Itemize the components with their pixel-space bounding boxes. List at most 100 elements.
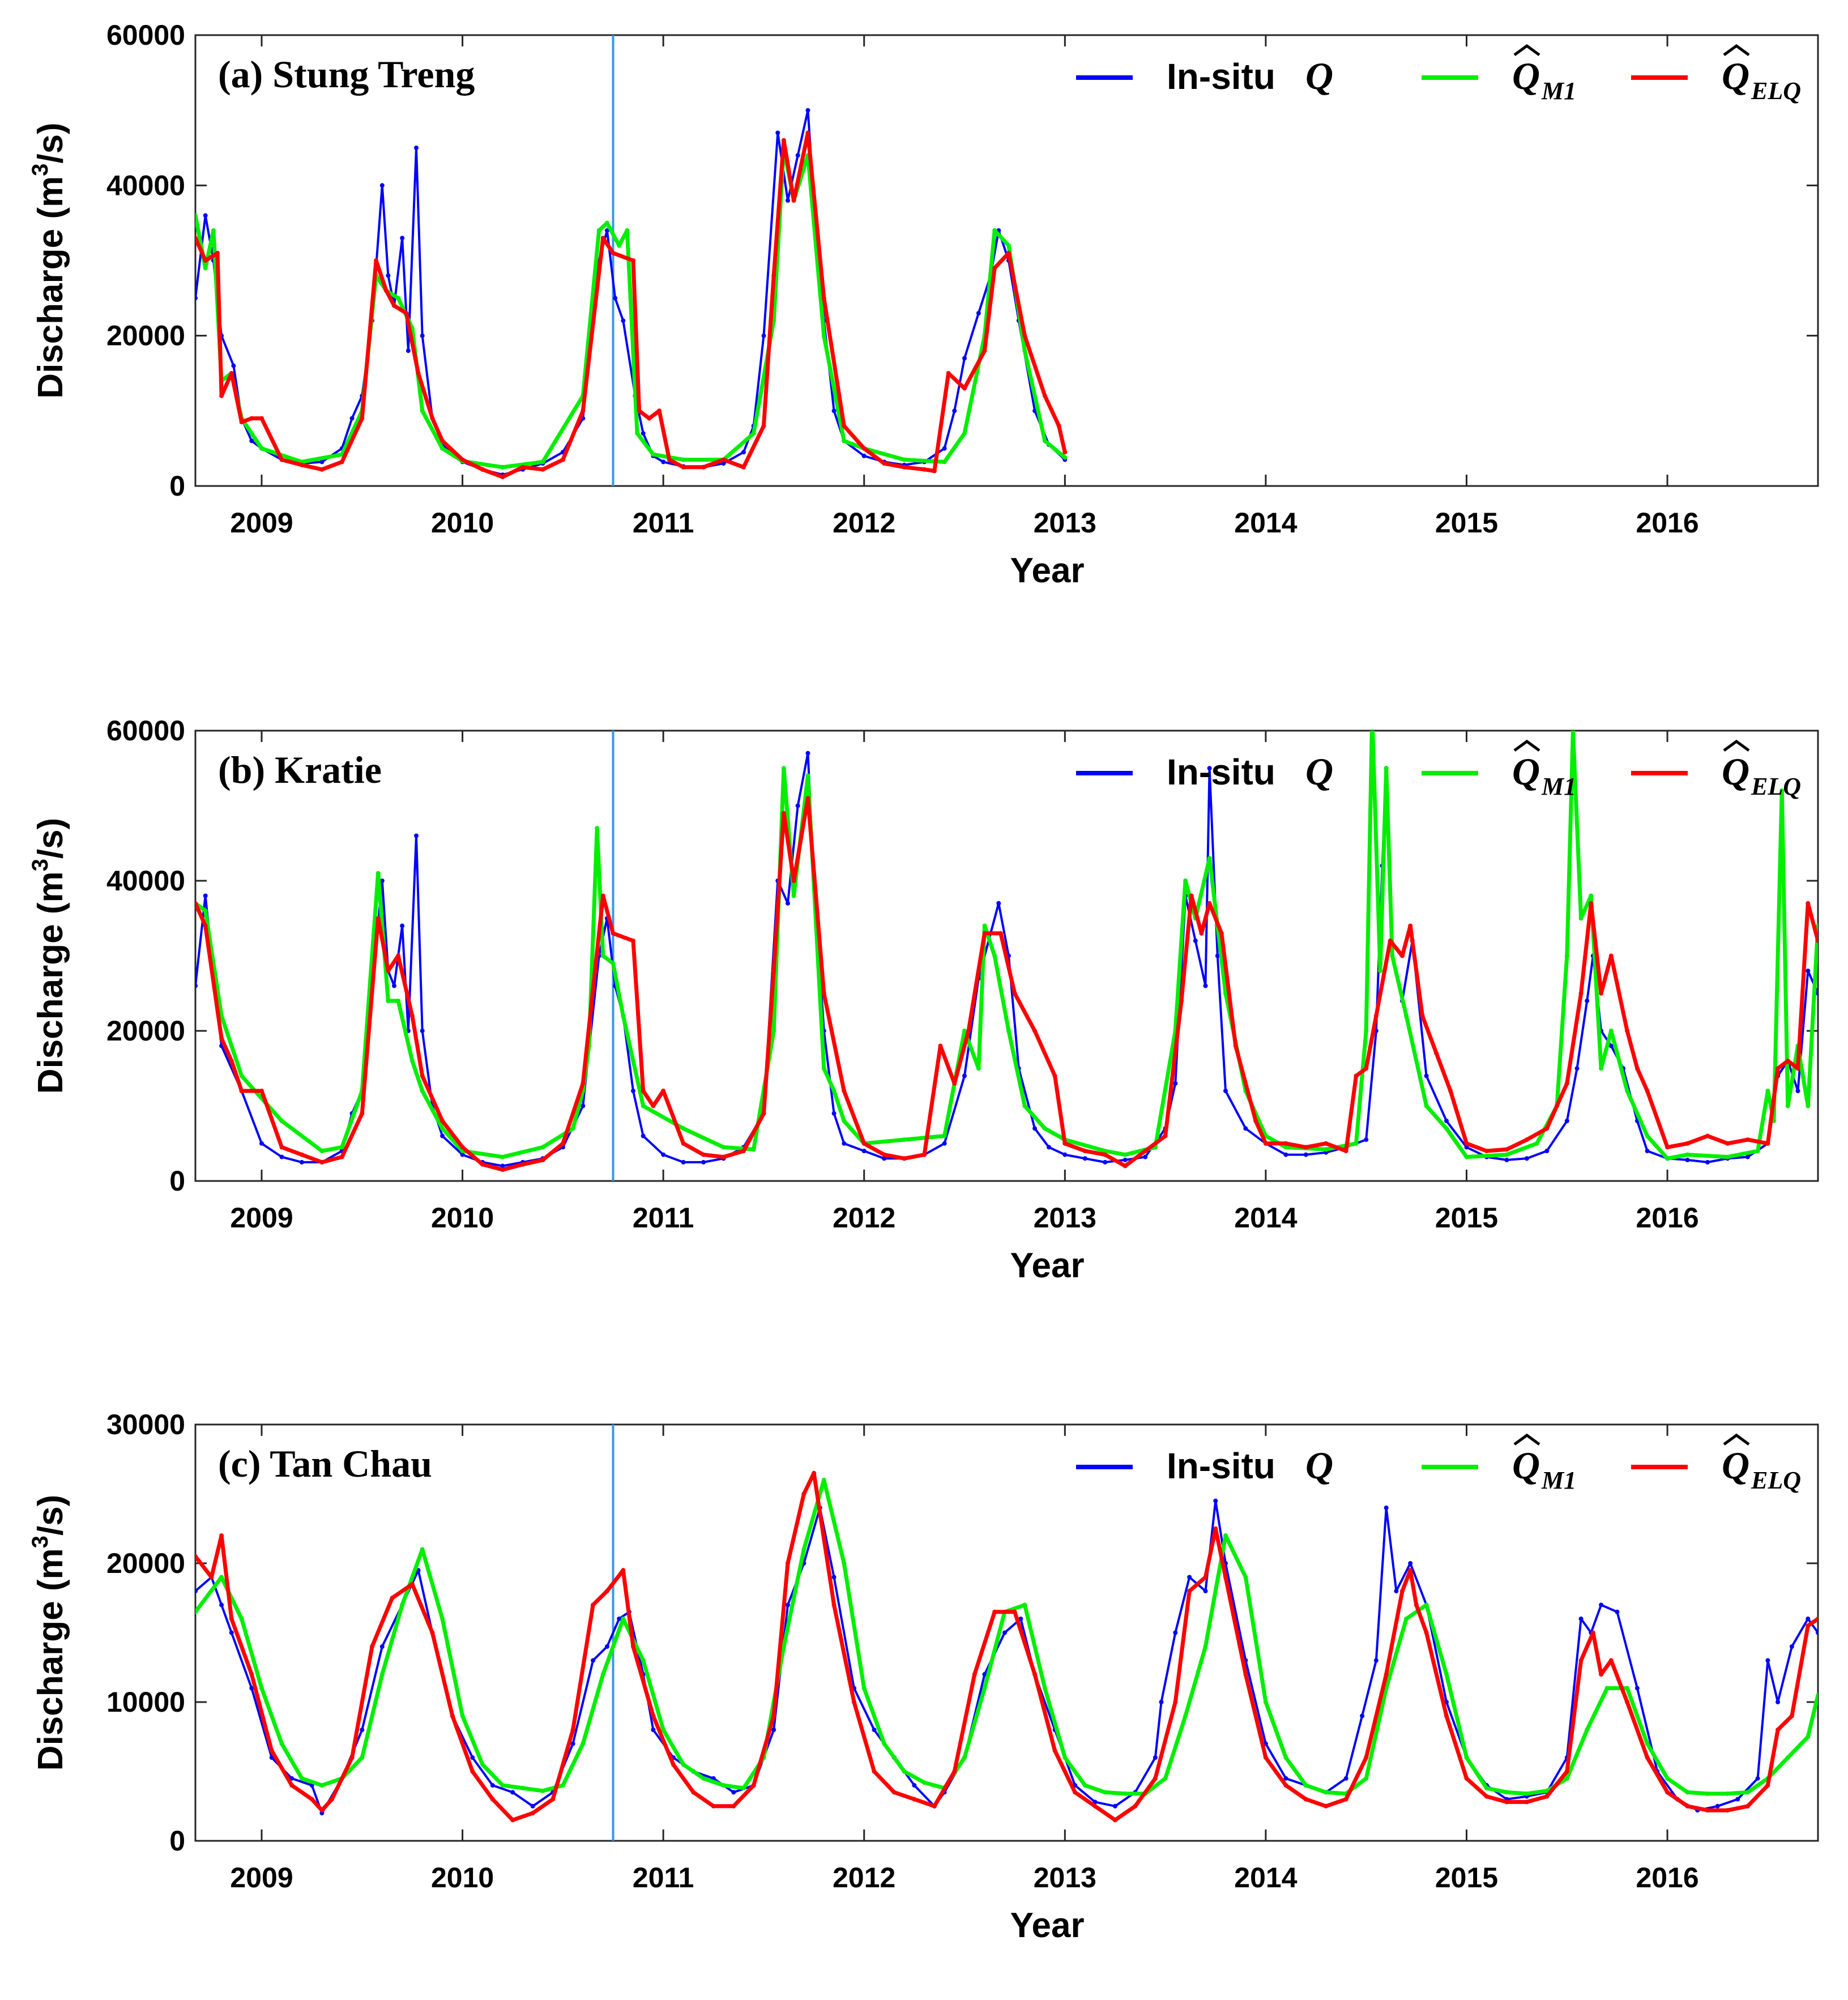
data-point-elq	[1364, 1755, 1369, 1760]
data-point-elq	[1103, 1152, 1108, 1157]
data-point-insitu	[962, 356, 967, 361]
data-point-elq	[420, 1073, 425, 1078]
y-tick-label: 20000	[106, 320, 185, 352]
data-point-insitu	[621, 318, 626, 323]
data-point-elq	[741, 464, 746, 470]
data-point-m1	[1207, 856, 1212, 861]
legend-symbol: Q	[1305, 1444, 1333, 1487]
data-point-m1	[1785, 1755, 1790, 1760]
y-tick-label: 30000	[106, 1409, 185, 1440]
data-point-insitu	[1424, 1073, 1429, 1078]
data-point-insitu	[761, 333, 766, 338]
data-point-elq	[209, 1575, 214, 1580]
data-point-elq	[1484, 1149, 1489, 1153]
data-point-m1	[420, 408, 425, 413]
x-tick-label: 2011	[633, 1862, 694, 1894]
data-point-elq	[1464, 1141, 1469, 1146]
data-point-elq	[540, 467, 545, 472]
data-point-insitu	[1153, 1755, 1158, 1760]
data-point-m1	[842, 1561, 847, 1566]
x-axis-title: Year	[1010, 1906, 1085, 1945]
data-point-insitu	[1578, 1617, 1584, 1621]
data-point-insitu	[1608, 1043, 1614, 1048]
data-point-m1	[1324, 1147, 1329, 1152]
data-point-m1	[861, 1686, 867, 1691]
legend-subscript: M1	[1541, 77, 1576, 105]
legend-subscript: ELQ	[1751, 773, 1801, 800]
data-point-m1	[1725, 1154, 1730, 1159]
data-point-elq	[821, 296, 826, 301]
data-point-m1	[1022, 1602, 1027, 1607]
data-point-elq	[1484, 1794, 1489, 1799]
data-point-elq	[383, 288, 389, 293]
data-point-elq	[1665, 1145, 1670, 1150]
data-point-elq	[786, 1561, 790, 1566]
data-point-elq	[1806, 1623, 1811, 1628]
data-point-insitu	[1018, 1617, 1023, 1621]
data-point-elq	[667, 457, 672, 462]
data-point-elq	[1589, 901, 1594, 906]
data-point-m1	[1589, 893, 1594, 898]
data-point-insitu	[741, 450, 746, 455]
data-point-m1	[651, 452, 656, 457]
data-point-m1	[1570, 731, 1576, 733]
data-point-elq	[540, 1157, 545, 1162]
data-point-insitu	[982, 1672, 987, 1677]
data-point-elq	[1032, 1029, 1038, 1033]
data-point-m1	[831, 1089, 836, 1093]
data-point-m1	[681, 1762, 686, 1767]
data-point-elq	[1645, 1755, 1650, 1760]
data-point-elq	[1006, 250, 1011, 255]
data-point-insitu	[1203, 1589, 1208, 1593]
data-point-m1	[440, 1617, 445, 1621]
data-point-insitu	[861, 1149, 867, 1153]
data-point-elq	[330, 1797, 335, 1802]
data-point-elq	[1434, 1051, 1439, 1056]
data-point-elq	[470, 1769, 475, 1774]
data-point-insitu	[1082, 1156, 1087, 1161]
data-point-insitu	[195, 983, 198, 988]
data-point-elq	[1343, 1797, 1348, 1802]
data-point-insitu	[1283, 1152, 1288, 1157]
data-point-insitu	[379, 879, 385, 883]
data-point-elq	[1364, 1066, 1369, 1071]
y-tick-label: 20000	[106, 1547, 185, 1579]
data-point-elq	[1765, 1783, 1770, 1788]
data-point-m1	[1022, 1103, 1027, 1108]
data-point-elq	[1634, 1066, 1640, 1071]
data-point-insitu	[976, 310, 981, 315]
data-point-m1	[1082, 1783, 1087, 1788]
data-point-m1	[319, 1783, 325, 1788]
data-point-m1	[1745, 1790, 1750, 1795]
data-point-m1	[1324, 1790, 1329, 1795]
data-point-m1	[1599, 1066, 1604, 1071]
data-point-m1	[1604, 1686, 1610, 1691]
data-point-elq	[249, 416, 254, 421]
data-point-elq	[570, 1728, 575, 1732]
data-point-m1	[570, 1126, 575, 1131]
data-point-insitu	[1574, 1066, 1580, 1071]
data-point-m1	[681, 1126, 686, 1131]
data-point-m1	[203, 909, 208, 913]
data-point-m1	[681, 457, 686, 462]
data-point-insitu	[872, 1728, 877, 1732]
data-point-insitu	[604, 1644, 609, 1649]
y-tick-label: 0	[169, 470, 185, 502]
data-point-insitu	[420, 333, 425, 338]
data-point-elq	[1806, 901, 1811, 906]
data-point-insitu	[1343, 1776, 1348, 1781]
data-point-m1	[1006, 1029, 1011, 1033]
y-tick-label: 40000	[106, 865, 185, 897]
data-point-elq	[1253, 1119, 1258, 1123]
data-point-insitu	[510, 1790, 515, 1795]
data-point-insitu	[1213, 1498, 1218, 1503]
data-point-elq	[520, 464, 525, 470]
data-point-insitu	[641, 1133, 646, 1138]
data-point-m1	[1183, 1713, 1188, 1718]
data-point-elq	[962, 386, 967, 391]
data-point-insitu	[805, 750, 810, 756]
data-point-insitu	[1193, 939, 1198, 943]
data-point-elq	[637, 408, 642, 413]
data-point-m1	[621, 1617, 626, 1621]
